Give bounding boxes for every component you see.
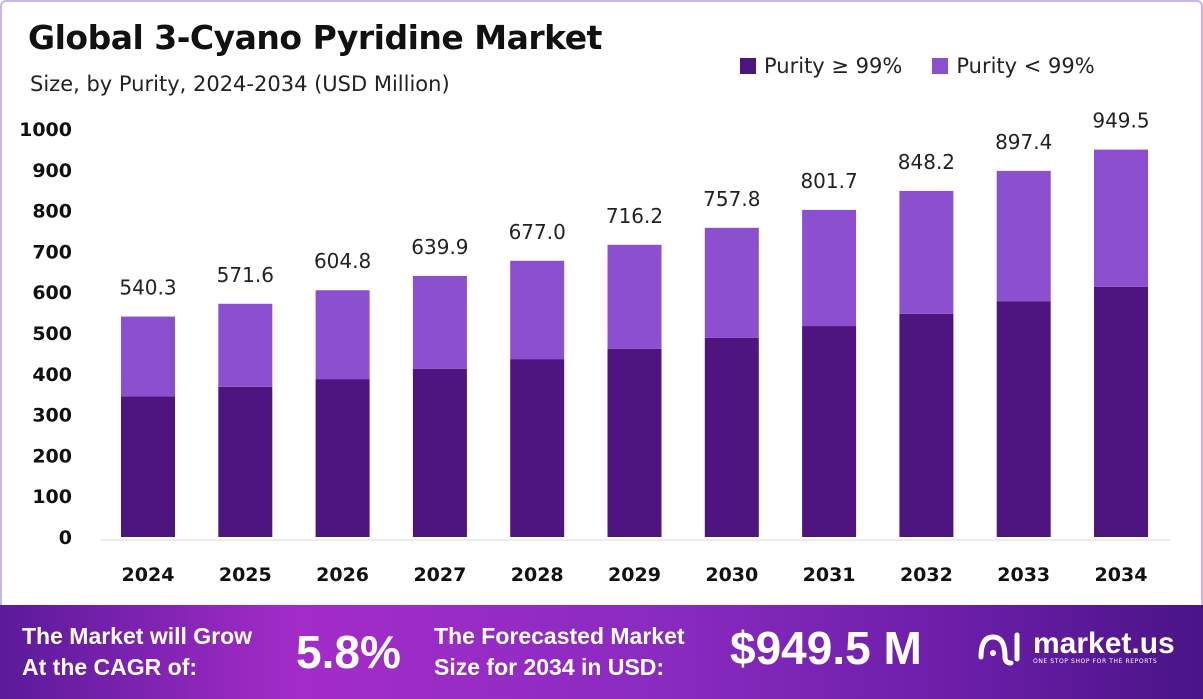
data-label: 571.6	[217, 263, 274, 287]
bar-segment-purity-high	[510, 359, 565, 537]
x-tick-label: 2031	[803, 564, 856, 586]
bar-segment-purity-low	[899, 190, 954, 314]
bar-segment-purity-low	[704, 227, 759, 338]
data-label: 949.5	[1092, 109, 1149, 133]
forecast-label-line: Size for 2034 in USD:	[434, 654, 665, 680]
cagr-label-line: At the CAGR of:	[22, 654, 198, 680]
legend: Purity ≥ 99% Purity < 99%	[740, 54, 1095, 78]
x-tick-label: 2028	[511, 564, 564, 586]
x-tick-label: 2034	[1095, 564, 1148, 586]
legend-label: Purity < 99%	[956, 54, 1095, 78]
data-label: 639.9	[411, 235, 468, 259]
data-label: 677.0	[509, 220, 566, 244]
bar-segment-purity-low	[1094, 149, 1148, 287]
data-label: 540.3	[119, 276, 176, 300]
x-tick-label: 2027	[413, 564, 466, 586]
x-tick-label: 2032	[900, 564, 953, 586]
cagr-label: The Market will Grow At the CAGR of:	[22, 621, 252, 683]
legend-item-purity-high: Purity ≥ 99%	[740, 54, 902, 78]
bar-segment-purity-low	[121, 316, 175, 397]
bar-segment-purity-high	[607, 348, 662, 537]
chart-title: Global 3-Cyano Pyridine Market	[28, 18, 602, 57]
data-label: 848.2	[898, 150, 955, 174]
legend-item-purity-low: Purity < 99%	[932, 54, 1095, 78]
y-tick-label: 300	[32, 405, 72, 427]
bar-segment-purity-high	[996, 301, 1051, 537]
bar-segment-purity-low	[218, 303, 273, 387]
cagr-value: 5.8%	[296, 626, 401, 678]
x-tick-label: 2026	[316, 564, 369, 586]
brand-name: market.us	[1033, 626, 1175, 660]
y-tick-label: 500	[32, 323, 72, 345]
chart-subtitle: Size, by Purity, 2024-2034 (USD Million)	[30, 72, 450, 96]
brand-logo: market.us ONE STOP SHOP FOR THE REPORTS	[975, 627, 1175, 667]
forecast-label: The Forecasted Market Size for 2034 in U…	[434, 621, 685, 683]
data-label: 716.2	[606, 204, 663, 228]
x-tick-label: 2033	[997, 564, 1050, 586]
y-tick-label: 600	[32, 282, 72, 304]
bar-segment-purity-high	[899, 313, 954, 537]
bar-segment-purity-high	[1094, 286, 1148, 537]
cagr-label-line: The Market will Grow	[22, 623, 253, 649]
bar-segment-purity-high	[218, 386, 273, 537]
data-label: 897.4	[995, 130, 1052, 154]
bar-segment-purity-low	[802, 209, 857, 327]
bar-segment-purity-high	[315, 379, 370, 537]
y-tick-label: 400	[32, 364, 72, 386]
bar-segment-purity-high	[412, 368, 467, 537]
x-tick-label: 2025	[219, 564, 272, 586]
brand-tagline: ONE STOP SHOP FOR THE REPORTS	[1033, 657, 1158, 665]
bar-segment-purity-low	[510, 260, 565, 360]
legend-swatch	[740, 58, 756, 74]
bar-segment-purity-low	[607, 244, 662, 349]
data-label: 801.7	[800, 169, 857, 193]
bar-segment-purity-low	[996, 170, 1051, 302]
forecast-label-line: The Forecasted Market	[434, 623, 685, 649]
forecast-value: $949.5 M	[730, 622, 922, 674]
data-label: 604.8	[314, 249, 371, 273]
x-tick-label: 2029	[608, 564, 661, 586]
legend-swatch	[932, 58, 949, 74]
bar-segment-purity-high	[121, 396, 175, 537]
x-tick-label: 2030	[705, 564, 758, 586]
y-tick-label: 1000	[19, 119, 72, 141]
bar-segment-purity-high	[704, 337, 759, 537]
y-tick-label: 800	[32, 201, 72, 223]
bar-chart: 0 100 200 300 400 500 600 700 800 900 1000 540.3 202…	[19, 109, 1170, 586]
data-label: 757.8	[703, 187, 760, 211]
footer-banner: The Market will Grow At the CAGR of: 5.8…	[0, 605, 1203, 699]
bar-segment-purity-high	[802, 326, 857, 537]
y-tick-label: 900	[32, 160, 72, 182]
y-tick-label: 200	[32, 445, 72, 467]
x-tick-label: 2024	[122, 564, 175, 586]
bar-segment-purity-low	[412, 275, 467, 369]
bar-segment-purity-low	[315, 290, 370, 380]
y-tick-label: 100	[32, 486, 72, 508]
market-us-logo-icon	[978, 632, 1020, 666]
y-tick-label: 700	[32, 241, 72, 263]
y-tick-label: 0	[59, 527, 72, 549]
legend-label: Purity ≥ 99%	[764, 54, 903, 78]
